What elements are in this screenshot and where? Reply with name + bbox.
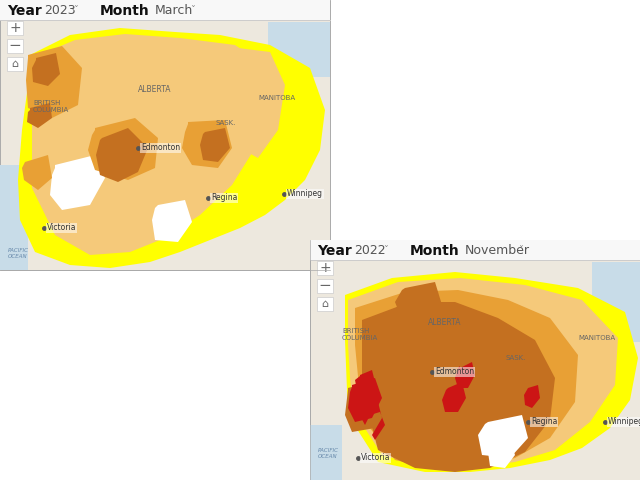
Polygon shape (362, 302, 555, 472)
Polygon shape (524, 385, 540, 408)
Text: Edmonton: Edmonton (141, 144, 180, 153)
Text: PACIFIC
OCEAN: PACIFIC OCEAN (8, 248, 29, 259)
Polygon shape (348, 378, 382, 422)
Text: ALBERTA: ALBERTA (428, 318, 461, 327)
Text: −: − (319, 278, 332, 293)
Bar (0, 0, 330, 270)
Polygon shape (182, 120, 232, 168)
Polygon shape (50, 155, 105, 210)
Polygon shape (355, 370, 375, 392)
Polygon shape (152, 200, 192, 242)
Text: Winnipeg: Winnipeg (608, 418, 640, 427)
Text: ALBERTA: ALBERTA (138, 85, 172, 94)
Text: +: + (319, 261, 331, 275)
Polygon shape (88, 118, 158, 180)
Bar (7, 57, 23, 71)
Polygon shape (345, 272, 638, 472)
Text: 2023: 2023 (44, 4, 76, 17)
Bar (0, 165, 28, 270)
Polygon shape (0, 270, 310, 480)
FancyBboxPatch shape (592, 262, 640, 342)
Text: −: − (8, 38, 21, 53)
Text: March: March (155, 4, 193, 17)
Polygon shape (18, 28, 325, 268)
Polygon shape (27, 103, 52, 128)
Bar (317, 279, 333, 293)
Polygon shape (330, 0, 640, 240)
Polygon shape (22, 155, 52, 190)
Polygon shape (235, 48, 285, 158)
Bar (0, 0, 330, 20)
Bar (310, 425, 342, 480)
Polygon shape (32, 34, 270, 255)
Text: Year: Year (317, 244, 352, 258)
Text: Winnipeg: Winnipeg (287, 190, 323, 199)
Text: SASK.: SASK. (215, 120, 236, 126)
Text: MANITOBA: MANITOBA (578, 335, 615, 341)
Text: ⌂: ⌂ (321, 299, 328, 309)
Polygon shape (488, 440, 515, 468)
Text: BRITISH
COLUMBIA: BRITISH COLUMBIA (33, 100, 69, 113)
Polygon shape (442, 382, 466, 412)
Text: +: + (9, 21, 21, 35)
Polygon shape (355, 290, 578, 470)
Text: November: November (465, 244, 530, 257)
Polygon shape (345, 380, 388, 432)
Polygon shape (32, 53, 60, 86)
Polygon shape (358, 402, 385, 440)
Bar (310, 240, 640, 480)
Text: Month: Month (100, 4, 150, 18)
Bar (240, 22, 330, 87)
Text: Year: Year (7, 4, 42, 18)
Bar (7, 21, 23, 35)
Text: ˇ: ˇ (190, 6, 195, 16)
Text: Edmonton: Edmonton (435, 368, 474, 376)
Text: 2022: 2022 (354, 244, 386, 257)
Polygon shape (200, 128, 230, 162)
Bar (317, 297, 333, 311)
Text: BRITISH
COLUMBIA: BRITISH COLUMBIA (342, 328, 378, 341)
FancyBboxPatch shape (268, 22, 330, 77)
Bar (310, 240, 640, 260)
Text: ˇ: ˇ (73, 6, 78, 16)
Bar (572, 262, 640, 352)
Polygon shape (395, 282, 442, 322)
Text: MANITOBA: MANITOBA (258, 95, 295, 101)
Bar (7, 39, 23, 53)
Text: Victoria: Victoria (47, 224, 77, 232)
Polygon shape (348, 278, 618, 468)
Polygon shape (455, 362, 475, 388)
Polygon shape (26, 46, 82, 118)
Polygon shape (478, 415, 528, 458)
Bar (317, 261, 333, 275)
Text: Month: Month (410, 244, 460, 258)
Text: Regina: Regina (211, 193, 237, 203)
Text: ˇ: ˇ (518, 246, 523, 256)
Polygon shape (96, 128, 148, 182)
Text: PACIFIC
OCEAN: PACIFIC OCEAN (318, 448, 339, 459)
Text: ⌂: ⌂ (12, 59, 19, 69)
Text: SASK.: SASK. (505, 355, 525, 361)
Text: ˇ: ˇ (383, 246, 388, 256)
Text: Victoria: Victoria (361, 454, 390, 463)
Text: Regina: Regina (531, 418, 557, 427)
